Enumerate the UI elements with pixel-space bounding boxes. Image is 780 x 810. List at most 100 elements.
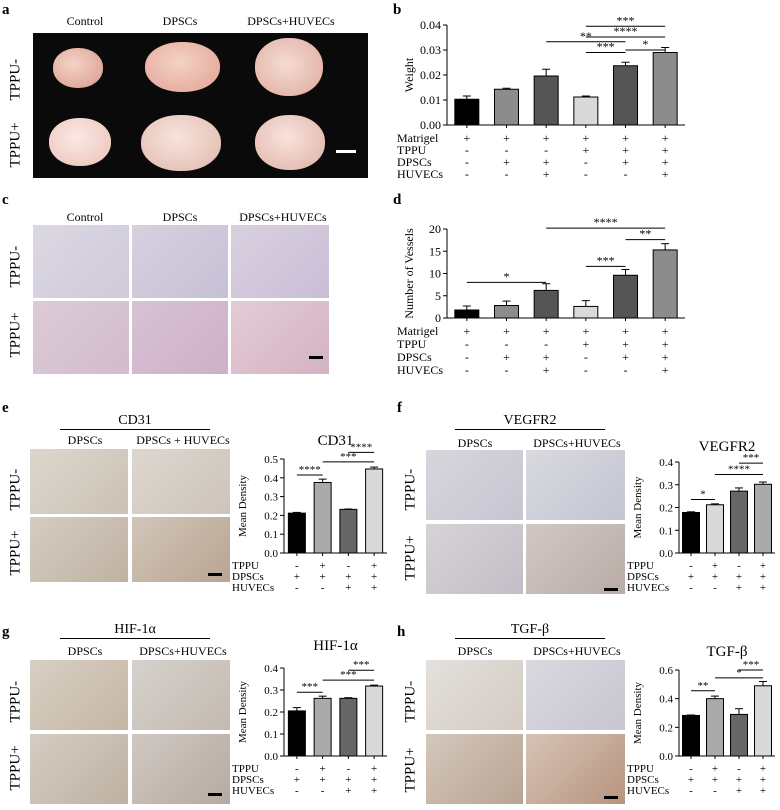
condition-sign: - <box>295 582 299 594</box>
condition-sign: + <box>736 571 742 583</box>
scale-bar <box>208 573 222 576</box>
ihc-image-dpscs-huvecs-tppu-minus <box>132 449 230 514</box>
bar <box>706 698 724 757</box>
bar <box>533 75 559 126</box>
marker-title: TGF-β <box>455 622 605 639</box>
significance-label: * <box>642 37 648 51</box>
y-tick-label: 0.5 <box>264 454 278 466</box>
column-header: DPSCs + HUVECs <box>136 433 230 447</box>
condition-sign: - <box>465 155 469 169</box>
y-tick-label: 0.3 <box>659 480 673 492</box>
condition-label: HUVECs <box>397 363 443 377</box>
bar <box>494 305 519 319</box>
significance-label: **** <box>614 24 638 38</box>
ihc-image-dpscs-tppu-plus <box>30 734 128 804</box>
y-tick-label: 10 <box>429 267 441 281</box>
condition-sign: + <box>760 774 766 786</box>
bar <box>682 512 700 554</box>
explant-dpscs-tppu-plus <box>141 115 221 171</box>
condition-sign: + <box>622 337 629 351</box>
y-tick-label: 0.4 <box>264 663 278 675</box>
condition-sign: + <box>662 337 669 351</box>
bar <box>313 482 332 554</box>
condition-sign: + <box>371 560 377 572</box>
condition-sign: + <box>662 131 669 145</box>
he-image-control-tppu-plus <box>33 301 129 374</box>
row-label: TPPU+ <box>402 747 419 793</box>
y-tick-label: 0.6 <box>659 665 673 677</box>
column-header: DPSCs+HUVECs <box>533 436 621 450</box>
ihc-image-dpscs-huvecs-tppu-plus <box>132 517 230 582</box>
condition-sign: + <box>345 582 351 594</box>
bar <box>652 249 678 319</box>
y-tick-label: 0.4 <box>659 457 673 469</box>
condition-label: TPPU <box>397 143 427 157</box>
panel-label-c: c <box>2 192 9 208</box>
bar <box>652 52 678 126</box>
condition-sign: + <box>503 155 510 169</box>
row-label: TPPU- <box>402 468 419 511</box>
specimen-photo <box>33 33 368 178</box>
explant-control-tppu-plus <box>49 118 111 166</box>
condition-sign: + <box>736 774 742 786</box>
significance-label: ** <box>639 227 651 241</box>
column-header: DPSCs+HUVECs <box>239 210 327 224</box>
condition-sign: + <box>760 785 766 797</box>
condition-sign: - <box>505 337 509 351</box>
condition-sign: - <box>584 363 588 377</box>
row-label: TPPU+ <box>402 535 419 581</box>
he-image-dpscs-tppu-plus <box>132 301 228 374</box>
y-axis-label: Mean Density <box>237 680 249 743</box>
bar <box>730 713 748 757</box>
condition-label: TPPU <box>627 560 654 572</box>
condition-sign: - <box>584 167 588 181</box>
significance-label: *** <box>617 13 635 27</box>
y-tick-label: 0.00 <box>420 118 441 132</box>
condition-sign: + <box>688 774 694 786</box>
condition-sign: - <box>544 143 548 157</box>
condition-sign: + <box>371 571 377 583</box>
scale-bar <box>604 796 618 799</box>
condition-sign: - <box>544 337 548 351</box>
condition-sign: - <box>624 363 628 377</box>
y-tick-label: 0.2 <box>659 503 673 515</box>
row-label: TPPU+ <box>7 122 24 168</box>
he-image-dpscs-huvecs-tppu-minus <box>231 225 329 298</box>
row-label: TPPU- <box>7 58 24 101</box>
bar <box>339 508 358 554</box>
condition-label: Matrigel <box>397 324 439 338</box>
condition-label: TPPU <box>232 560 259 572</box>
column-header: DPSCs <box>457 644 493 658</box>
ihc-image-dpscs-tppu-plus <box>426 524 523 594</box>
bar <box>287 512 306 554</box>
significance-label: *** <box>743 452 760 464</box>
he-image-control-tppu-minus <box>33 225 129 298</box>
condition-sign: - <box>713 582 717 594</box>
condition-sign: + <box>582 143 589 157</box>
bar <box>573 96 599 126</box>
y-axis-label: Weight <box>402 57 416 92</box>
bar <box>494 88 519 126</box>
ihc-image-dpscs-huvecs-tppu-plus <box>132 734 230 804</box>
bar <box>613 65 638 126</box>
chart-title: VEGFR2 <box>699 439 756 455</box>
condition-sign: + <box>582 337 589 351</box>
row-label: TPPU- <box>402 680 419 723</box>
bar <box>365 468 384 554</box>
explant-dpscs-tppu-minus <box>145 42 220 92</box>
bar <box>454 309 480 319</box>
condition-sign: + <box>320 560 326 572</box>
y-tick-label: 0.0 <box>264 548 278 560</box>
scale-bar <box>604 588 618 591</box>
condition-sign: - <box>465 363 469 377</box>
significance-label: * <box>700 489 706 501</box>
condition-sign: - <box>465 350 469 364</box>
condition-sign: - <box>347 560 351 572</box>
condition-label: HUVECs <box>232 785 274 797</box>
condition-sign: + <box>662 143 669 157</box>
significance-label: *** <box>743 659 760 671</box>
condition-sign: + <box>543 363 550 377</box>
y-tick-label: 0.01 <box>420 93 441 107</box>
